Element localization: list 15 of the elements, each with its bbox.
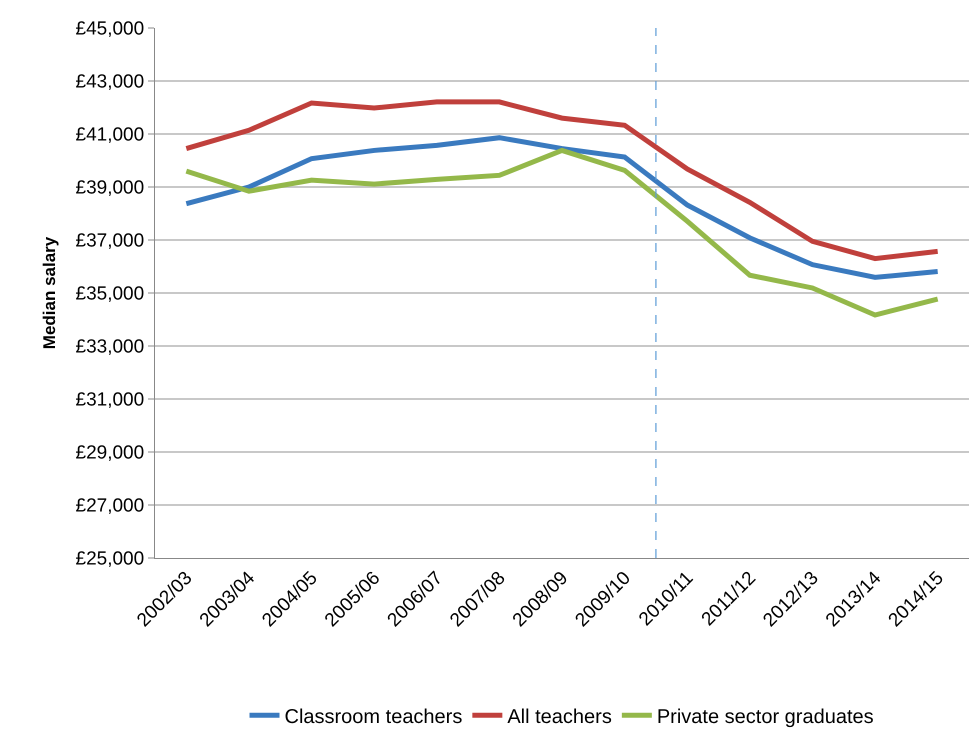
y-tick-label: £25,000 [76, 548, 144, 570]
legend-label: Private sector graduates [656, 706, 874, 728]
y-tick-label: £45,000 [76, 18, 144, 40]
legend-label: Classroom teachers [284, 706, 462, 728]
y-tick-label: £35,000 [76, 284, 144, 305]
y-axis-title: Median salary [40, 236, 60, 350]
y-tick-label: £33,000 [76, 336, 144, 358]
y-tick-label: £41,000 [76, 124, 144, 146]
y-tick-label: £43,000 [76, 72, 144, 93]
legend-label: All teachers [507, 706, 612, 728]
y-tick-label: £27,000 [76, 496, 144, 517]
y-tick-label: £31,000 [76, 390, 144, 411]
y-tick-label: £29,000 [76, 442, 144, 464]
y-tick-label: £39,000 [76, 178, 144, 199]
y-tick-label: £37,000 [76, 230, 144, 252]
